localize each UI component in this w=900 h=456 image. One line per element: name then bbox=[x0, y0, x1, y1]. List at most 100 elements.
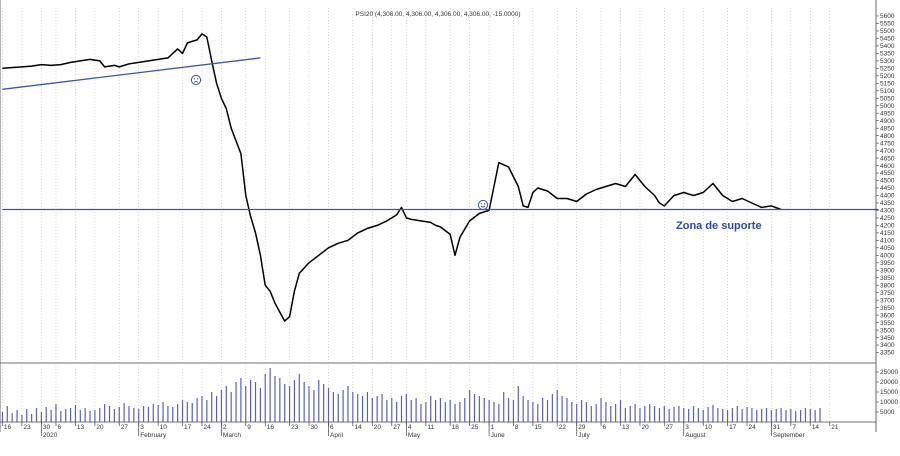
price-tick-label: 5550 bbox=[880, 21, 895, 28]
price-tick-label: 5250 bbox=[880, 66, 895, 73]
price-tick-label: 4750 bbox=[880, 140, 895, 147]
price-tick-label: 4950 bbox=[880, 110, 895, 117]
x-tick-label: 24 bbox=[749, 424, 757, 431]
x-tick-label: 16 bbox=[267, 424, 275, 431]
x-tick-label: 10 bbox=[705, 424, 713, 431]
x-tick-label: 6 bbox=[330, 424, 334, 431]
volume-tick-label: 10000 bbox=[880, 399, 898, 406]
price-tick-label: 5400 bbox=[880, 43, 895, 50]
month-label: August bbox=[685, 432, 705, 439]
x-tick-label: 10 bbox=[160, 424, 168, 431]
x-tick-label: 9 bbox=[247, 424, 251, 431]
price-tick-label: 4000 bbox=[880, 253, 895, 260]
x-tick-label: 3 bbox=[685, 424, 689, 431]
price-tick-label: 5150 bbox=[880, 81, 895, 88]
x-tick-label: 7 bbox=[792, 424, 796, 431]
x-tick-label: 15 bbox=[534, 424, 542, 431]
month-label: February bbox=[140, 432, 167, 439]
month-label: 2020 bbox=[43, 432, 58, 439]
x-tick-label: 14 bbox=[812, 424, 820, 431]
price-tick-label: 3900 bbox=[880, 267, 895, 274]
x-tick-label: 31 bbox=[773, 424, 781, 431]
x-tick-label: 23 bbox=[291, 424, 299, 431]
price-tick-label: 4600 bbox=[880, 163, 895, 170]
price-tick-label: 4500 bbox=[880, 178, 895, 185]
axis-layer: 16 23 30 6 13 20 27 3 10 17 24 2 9 16 23 30 6 14 20 27 4 11 18… bbox=[2, 13, 898, 439]
price-tick-label: 4350 bbox=[880, 200, 895, 207]
x-tick-label: 13 bbox=[622, 424, 630, 431]
x-tick-label: 14 bbox=[354, 424, 362, 431]
x-tick-label: 21 bbox=[831, 424, 839, 431]
month-label: June bbox=[491, 432, 505, 439]
x-tick-label: 4 bbox=[408, 424, 412, 431]
price-tick-label: 3550 bbox=[880, 320, 895, 327]
price-tick-label: 4800 bbox=[880, 133, 895, 140]
volume-tick-label: 25000 bbox=[880, 369, 898, 376]
price-tick-label: 4100 bbox=[880, 238, 895, 245]
price-tick-label: 4050 bbox=[880, 245, 895, 252]
x-tick-label: 6 bbox=[603, 424, 607, 431]
x-tick-label: 22 bbox=[559, 424, 567, 431]
price-tick-label: 3800 bbox=[880, 282, 895, 289]
frown-face-icon bbox=[190, 74, 202, 86]
x-tick-label: 13 bbox=[77, 424, 85, 431]
smile-face-icon bbox=[477, 199, 489, 211]
x-tick-label: 8 bbox=[515, 424, 519, 431]
price-tick-label: 5600 bbox=[880, 13, 895, 20]
x-tick-label: 30 bbox=[43, 424, 51, 431]
price-tick-label: 4650 bbox=[880, 155, 895, 162]
x-tick-label: 29 bbox=[578, 424, 586, 431]
price-tick-label: 4250 bbox=[880, 215, 895, 222]
support-zone-label: Zona de suporte bbox=[676, 220, 762, 232]
price-tick-label: 4200 bbox=[880, 223, 895, 230]
price-tick-label: 4300 bbox=[880, 208, 895, 215]
price-tick-label: 3950 bbox=[880, 260, 895, 267]
price-tick-label: 5050 bbox=[880, 95, 895, 102]
price-tick-label: 3600 bbox=[880, 312, 895, 319]
price-tick-label: 3650 bbox=[880, 305, 895, 312]
price-tick-label: 3850 bbox=[880, 275, 895, 282]
price-tick-label: 4850 bbox=[880, 125, 895, 132]
volume-tick-label: 20000 bbox=[880, 379, 898, 386]
x-tick-label: 23 bbox=[23, 424, 31, 431]
price-tick-label: 4900 bbox=[880, 118, 895, 125]
chart-title: PSI20 (4,306.00, 4,306.00, 4,306.00, 4,3… bbox=[355, 11, 520, 18]
price-tick-label: 3350 bbox=[880, 350, 895, 357]
price-tick-label: 3750 bbox=[880, 290, 895, 297]
x-tick-label: 3 bbox=[140, 424, 144, 431]
x-tick-label: 27 bbox=[393, 424, 401, 431]
x-tick-label: 20 bbox=[641, 424, 649, 431]
x-tick-label: 11 bbox=[427, 424, 434, 431]
x-tick-label: 6 bbox=[57, 424, 61, 431]
x-tick-label: 17 bbox=[184, 424, 192, 431]
month-label: July bbox=[578, 432, 590, 439]
x-tick-label: 16 bbox=[4, 424, 12, 431]
x-tick-label: 25 bbox=[471, 424, 479, 431]
month-label: April bbox=[330, 432, 344, 439]
x-tick-label: 24 bbox=[203, 424, 211, 431]
price-tick-label: 3450 bbox=[880, 335, 895, 342]
x-tick-label: 27 bbox=[666, 424, 674, 431]
price-tick-label: 3500 bbox=[880, 327, 895, 334]
price-tick-label: 5350 bbox=[880, 51, 895, 58]
price-line bbox=[2, 33, 782, 322]
x-tick-label: 30 bbox=[311, 424, 319, 431]
x-tick-label: 20 bbox=[374, 424, 382, 431]
price-tick-label: 4700 bbox=[880, 148, 895, 155]
month-label: May bbox=[408, 432, 421, 439]
trendline-line bbox=[2, 57, 261, 90]
month-label: September bbox=[773, 432, 806, 439]
price-tick-label: 3400 bbox=[880, 342, 895, 349]
x-tick-label: 18 bbox=[452, 424, 460, 431]
price-tick-label: 5100 bbox=[880, 88, 895, 95]
price-tick-label: 5300 bbox=[880, 58, 895, 65]
x-tick-label: 27 bbox=[121, 424, 129, 431]
volume-layer bbox=[1, 368, 821, 422]
price-tick-label: 5450 bbox=[880, 36, 895, 43]
price-tick-label: 4150 bbox=[880, 230, 895, 237]
price-tick-label: 5000 bbox=[880, 103, 895, 110]
price-tick-label: 4450 bbox=[880, 185, 895, 192]
price-tick-label: 4400 bbox=[880, 193, 895, 200]
x-tick-label: 17 bbox=[729, 424, 737, 431]
